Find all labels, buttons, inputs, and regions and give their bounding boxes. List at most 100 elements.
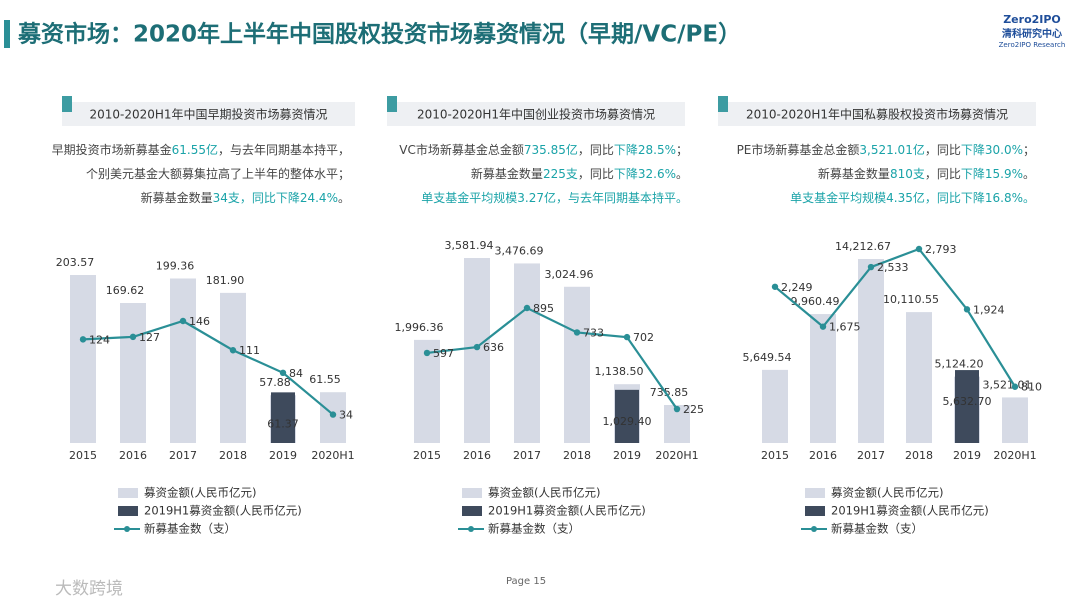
data-label: 9,960.49 (791, 295, 840, 308)
bar (1002, 397, 1028, 443)
line-point (279, 369, 287, 377)
x-tick-label: 2015 (69, 449, 97, 462)
data-label: 124 (89, 333, 110, 346)
data-label: 61.37 (267, 417, 299, 430)
x-tick-label: 2016 (463, 449, 491, 462)
legend-dot (468, 526, 474, 532)
legend-swatch (118, 506, 138, 516)
x-tick-label: 2018 (563, 449, 591, 462)
description-part: 下降32.6% (614, 167, 676, 181)
heading-marker (62, 96, 72, 112)
data-label: 597 (433, 347, 454, 360)
description-part: 早期投资市场新募基金 (52, 142, 172, 157)
description: PE市场新募基金总金额3,521.01亿，同比下降30.0%； (737, 142, 1035, 157)
heading-marker (718, 96, 728, 112)
line-point (623, 333, 631, 341)
data-label: 61.55 (309, 373, 341, 386)
description-part: ，同比 (925, 143, 961, 157)
data-label: 3,521.01 (983, 378, 1032, 391)
description-part: 新募基金数量 (471, 166, 543, 181)
description-part: 下降28.5% (614, 143, 676, 157)
bar (762, 369, 788, 443)
line-point (79, 336, 87, 343)
chart-title: 2010-2020H1年中国早期投资市场募资情况 (89, 107, 327, 122)
legend-label: 新募基金数（支） (831, 522, 923, 536)
logo: Zero2IPO (1003, 13, 1061, 26)
legend-swatch (462, 488, 482, 498)
data-label: 1,029.40 (603, 415, 652, 428)
description: VC市场新募基金总金额735.85亿，同比下降28.5%； (399, 142, 688, 157)
data-label: 34 (339, 409, 353, 422)
line-point (229, 347, 237, 354)
bar (464, 258, 490, 443)
x-tick-label: 2018 (219, 449, 247, 462)
description: 个别美元基金大额募集拉高了上半年的整体水平； (86, 166, 350, 181)
x-tick-label: 2019 (269, 449, 297, 462)
description: 新募基金数量225支，同比下降32.6%。 (471, 166, 688, 181)
data-label: 1,924 (973, 303, 1005, 316)
bar (220, 292, 246, 443)
title-accent (4, 20, 10, 48)
data-label: 146 (189, 315, 210, 328)
data-label: 1,675 (829, 321, 861, 334)
description: 单支基金平均规模3.27亿，与去年同期基本持平。 (421, 190, 688, 205)
data-label: 111 (239, 344, 260, 357)
legend-label: 募资金额(人民币亿元) (144, 486, 256, 500)
data-label: 57.88 (259, 376, 291, 389)
description-part: ，同比 (578, 167, 614, 181)
x-tick-label: 2017 (169, 449, 197, 462)
legend-swatch (118, 488, 138, 498)
description-part: ，同比 (925, 167, 961, 181)
watermark: 大数跨境 (55, 579, 123, 599)
description-part: 61.55亿 (172, 142, 218, 157)
description-part: 3,521.01亿 (859, 142, 924, 157)
line (82, 319, 334, 416)
data-label: 1,996.36 (395, 321, 444, 334)
legend-label: 募资金额(人民币亿元) (488, 486, 600, 500)
logo-en: Zero2IPO Research (999, 41, 1066, 49)
data-label: 181.90 (206, 274, 245, 287)
data-label: 169.62 (106, 284, 145, 297)
x-tick-label: 2017 (513, 449, 541, 462)
description-part: 下降15.9% (961, 167, 1023, 181)
line (774, 247, 1016, 388)
data-label: 14,212.67 (835, 240, 891, 253)
x-tick-label: 2020H1 (655, 449, 698, 462)
data-label: 2,533 (877, 261, 909, 274)
description: 早期投资市场新募基金61.55亿，与去年同期基本持平， (52, 142, 350, 157)
x-tick-label: 2020H1 (993, 449, 1036, 462)
description-part: 新募基金数量 (141, 190, 213, 205)
description-part: 810支 (890, 167, 925, 181)
bar (955, 370, 979, 443)
legend-swatch (805, 506, 825, 516)
description-part: 新募基金数量 (818, 166, 890, 181)
description: 单支基金平均规模4.35亿，同比下降16.8%。 (790, 190, 1035, 205)
heading-box (718, 102, 1036, 126)
line-point (915, 245, 923, 253)
data-label: 5,632.70 (943, 395, 992, 408)
legend-swatch (462, 506, 482, 516)
line-point (423, 349, 431, 357)
description-part: 个别美元基金大额募集拉高了上半年的整体水平； (86, 166, 350, 181)
x-tick-label: 2018 (905, 449, 933, 462)
bar (564, 286, 590, 443)
bar (906, 312, 932, 443)
chart-title: 2010-2020H1年中国创业投资市场募资情况 (417, 107, 655, 122)
description-part: ； (1023, 143, 1035, 157)
line (426, 306, 678, 410)
bar (70, 275, 96, 443)
line-point (867, 263, 875, 271)
description-part: 单支基金平均规模4.35亿，同比下降16.8%。 (790, 190, 1035, 205)
chart-title: 2010-2020H1年中国私募股权投资市场募资情况 (746, 107, 1008, 122)
legend-label: 2019H1募资金额(人民币亿元) (831, 504, 989, 518)
line-point (819, 323, 827, 330)
description-part: VC市场新募基金总金额 (399, 142, 524, 157)
description-part: 单支基金平均规模3.27亿，与去年同期基本持平。 (421, 190, 688, 205)
data-label: 225 (683, 403, 704, 416)
x-tick-label: 2016 (119, 449, 147, 462)
description-part: 。 (676, 167, 688, 181)
line-point (523, 304, 531, 312)
heading-box (387, 102, 685, 126)
description-part: 。 (1023, 167, 1035, 181)
